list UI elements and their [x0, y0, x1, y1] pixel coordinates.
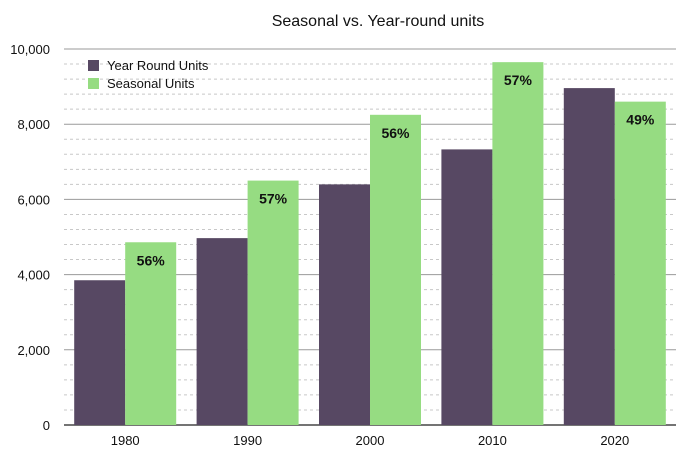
y-tick-label: 2,000	[17, 343, 50, 358]
bar-seasonal-2010	[492, 62, 544, 425]
y-tick-label: 0	[43, 418, 50, 433]
bar-seasonal-1990	[247, 180, 299, 425]
data-label-2020: 49%	[626, 112, 655, 128]
y-tick-label: 10,000	[10, 42, 50, 57]
data-label-2010: 57%	[504, 72, 533, 88]
x-tick-label: 2000	[356, 433, 385, 448]
bar-year-round-1980	[74, 280, 126, 425]
chart-title: Seasonal vs. Year-round units	[272, 13, 485, 30]
legend-swatch	[88, 78, 99, 89]
x-tick-label: 1990	[233, 433, 262, 448]
bar-year-round-2000	[319, 184, 370, 425]
x-tick-label: 2020	[600, 433, 629, 448]
bars: 56% 57% 56% 57% 49%	[74, 62, 666, 426]
legend-swatch	[88, 60, 99, 71]
data-label-2000: 56%	[381, 125, 410, 141]
x-axis: 1980 1990 2000 2010 2020	[111, 433, 630, 448]
x-tick-label: 1980	[111, 433, 140, 448]
legend-label: Seasonal Units	[107, 76, 195, 91]
y-axis: 0 2,000 4,000 6,000 8,000 10,000	[10, 42, 50, 433]
y-tick-label: 6,000	[17, 192, 50, 207]
y-tick-label: 4,000	[17, 268, 50, 283]
x-tick-label: 2010	[478, 433, 507, 448]
legend-label: Year Round Units	[107, 58, 209, 73]
bar-seasonal-2000	[370, 114, 421, 426]
data-label-1980: 56%	[137, 252, 166, 268]
data-label-1990: 57%	[259, 191, 288, 207]
bar-seasonal-1980	[125, 242, 177, 425]
bar-year-round-2020	[563, 88, 615, 425]
y-tick-label: 8,000	[17, 117, 50, 132]
bar-year-round-2010	[441, 149, 493, 425]
legend: Year Round Units Seasonal Units	[88, 58, 209, 91]
bar-seasonal-2020	[614, 101, 666, 425]
bar-year-round-1990	[196, 238, 248, 425]
